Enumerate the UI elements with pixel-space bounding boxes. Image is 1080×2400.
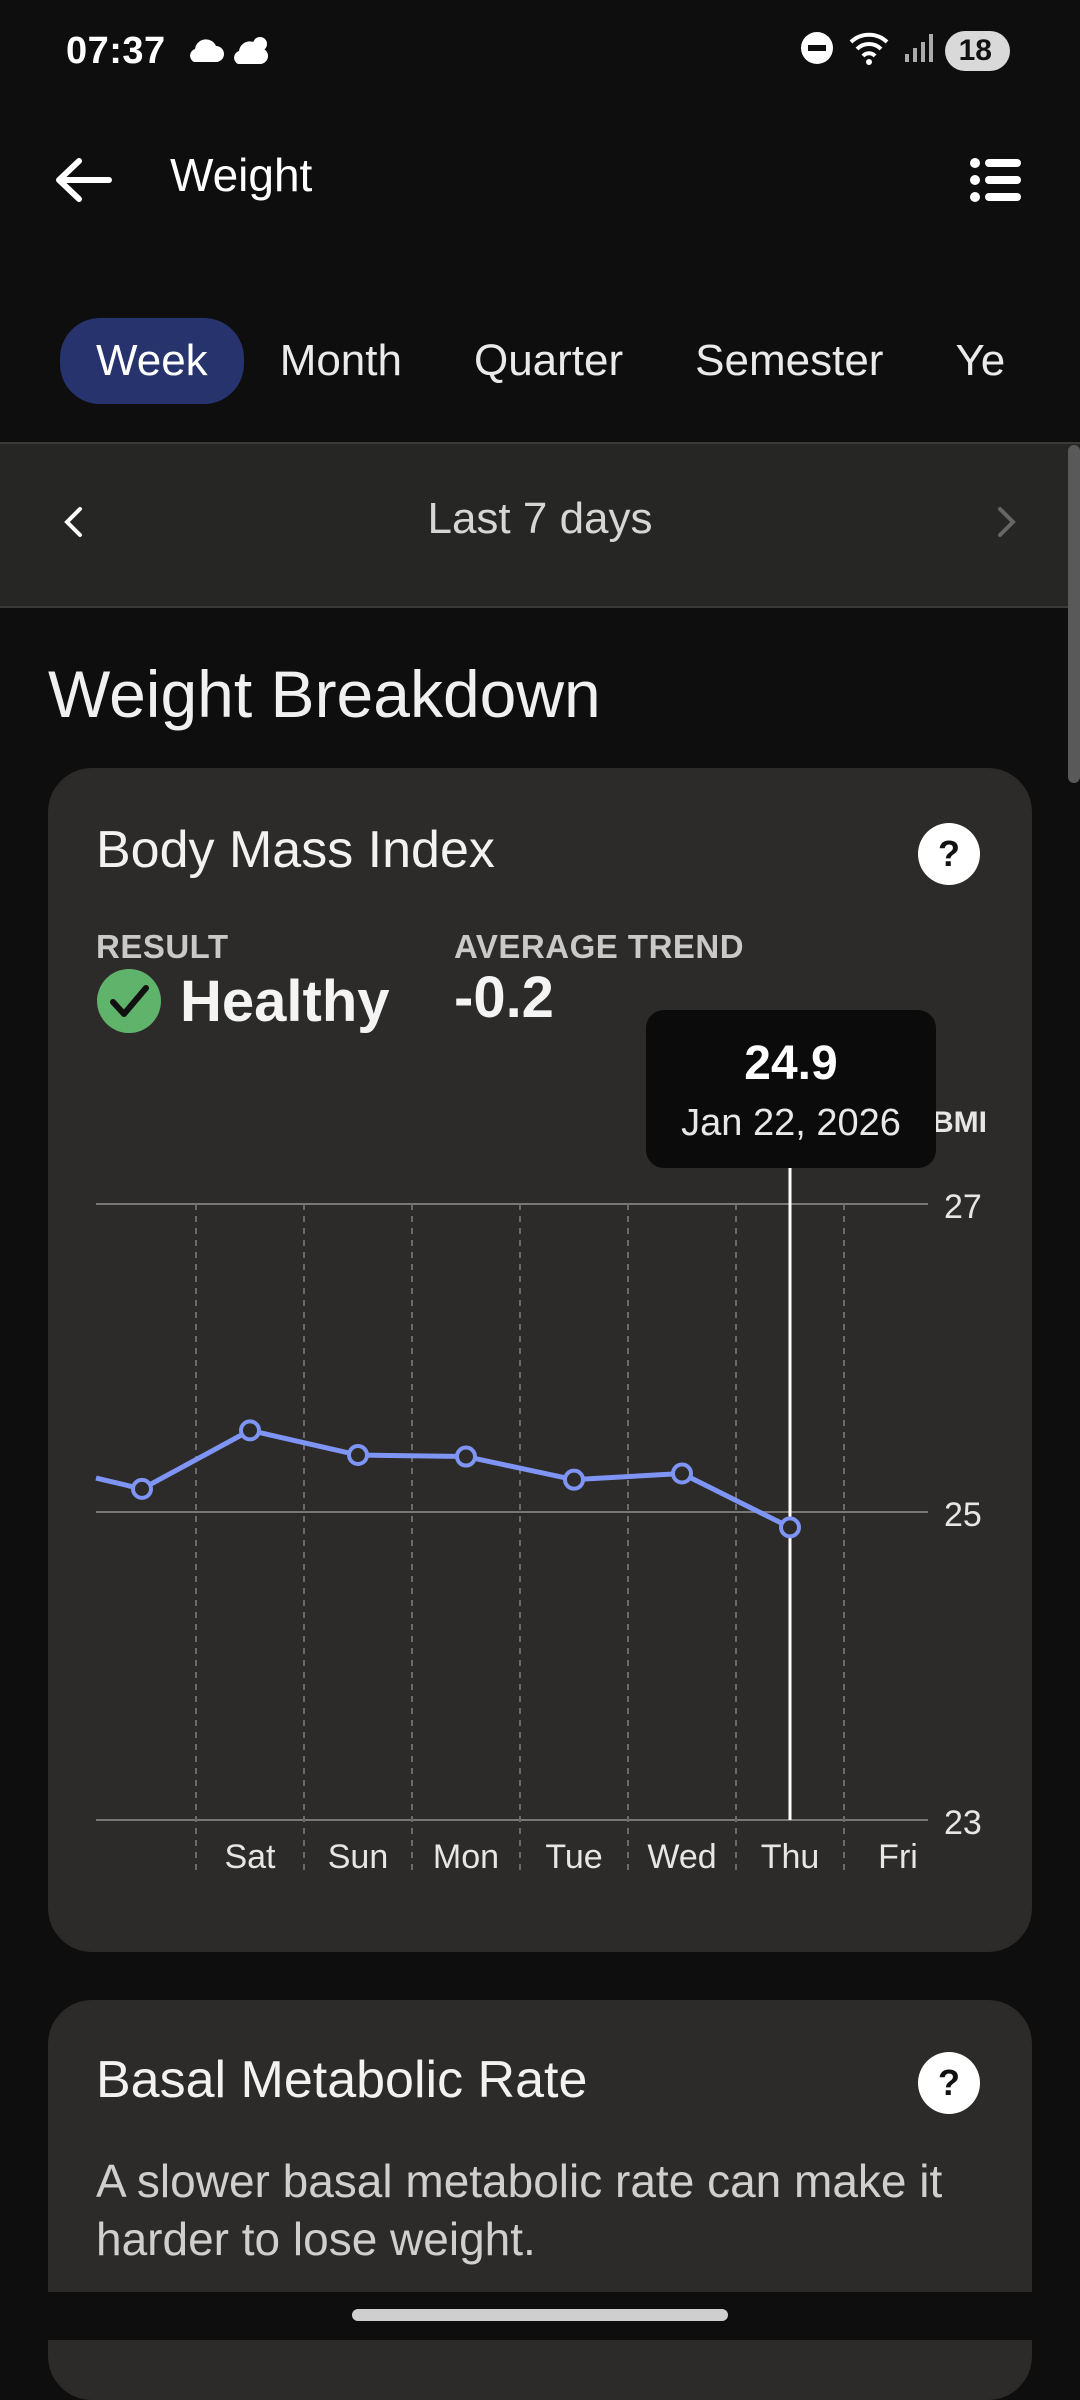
x-tick-label: Sun xyxy=(328,1838,389,1876)
list-menu-button[interactable] xyxy=(956,140,1036,220)
bmr-card-title: Basal Metabolic Rate xyxy=(96,2051,588,2109)
weather-icon xyxy=(232,34,272,71)
bmi-card: Body Mass Index ? RESULT Healthy AVERAGE… xyxy=(48,768,1032,1952)
period-navigator: Last 7 days xyxy=(0,442,1080,608)
bmi-data-point xyxy=(131,1477,153,1500)
bmi-data-point xyxy=(671,1462,693,1485)
trend-value: -0.2 xyxy=(454,965,554,1030)
battery-indicator: 18 xyxy=(944,30,1010,71)
question-icon: ? xyxy=(938,833,960,874)
x-tick-label: Thu xyxy=(761,1838,820,1876)
bmi-chart: 23 25 27 BMI Sat Sun Mon Tue Wed Thu Fri xyxy=(95,1106,987,1876)
home-indicator[interactable] xyxy=(352,2309,728,2321)
previous-period-button[interactable] xyxy=(48,492,98,552)
y-axis-label: BMI xyxy=(932,1106,987,1139)
signal-icon xyxy=(903,32,933,69)
bmi-help-button[interactable]: ? xyxy=(918,823,980,885)
tab-semester[interactable]: Semester xyxy=(695,336,884,385)
section-title: Weight Breakdown xyxy=(48,657,601,731)
result-label: RESULT xyxy=(96,928,229,965)
battery-level: 18 xyxy=(958,33,992,67)
bmi-data-point xyxy=(455,1445,477,1468)
period-tabs: Week Month Quarter Semester Ye xyxy=(60,318,1041,404)
bmi-data-point xyxy=(779,1516,801,1539)
x-tick-label: Wed xyxy=(647,1838,716,1876)
tooltip-value: 24.9 xyxy=(744,1037,838,1090)
bmi-data-point xyxy=(347,1444,369,1467)
wifi-icon xyxy=(847,30,891,71)
tab-year[interactable]: Ye xyxy=(955,336,1006,385)
chart-tooltip: 24.9 Jan 22, 2026 xyxy=(646,1010,936,1168)
tab-month[interactable]: Month xyxy=(279,336,402,385)
tab-week[interactable]: Week xyxy=(60,318,244,404)
next-period-button[interactable] xyxy=(982,492,1032,552)
dnd-icon xyxy=(799,30,835,71)
back-button[interactable] xyxy=(44,140,124,220)
x-tick-label: Fri xyxy=(878,1838,918,1876)
trend-label: AVERAGE TREND xyxy=(454,928,745,965)
result-value: Healthy xyxy=(180,969,390,1034)
x-tick-label: Mon xyxy=(433,1838,499,1876)
chevron-right-icon xyxy=(998,507,1016,537)
list-icon xyxy=(970,158,1021,202)
status-icons: 18 xyxy=(799,30,1010,71)
bmr-help-button[interactable]: ? xyxy=(918,2052,980,2114)
tab-quarter[interactable]: Quarter xyxy=(473,336,624,385)
arrow-left-icon xyxy=(56,158,112,202)
y-tick-label: 27 xyxy=(944,1188,982,1226)
bmi-data-point xyxy=(239,1419,261,1442)
scrollbar[interactable] xyxy=(1068,445,1080,783)
status-time: 07:37 xyxy=(66,30,166,72)
x-tick-label: Tue xyxy=(545,1838,602,1876)
y-tick-label: 23 xyxy=(944,1804,982,1842)
cloud-icon xyxy=(184,38,224,69)
bmr-description: A slower basal metabolic rate can make i… xyxy=(96,2155,943,2265)
question-icon: ? xyxy=(938,2062,960,2103)
chevron-left-icon xyxy=(64,507,82,537)
bmr-card: Basal Metabolic Rate ? A slower basal me… xyxy=(48,2000,1032,2400)
period-label: Last 7 days xyxy=(427,494,653,543)
check-circle-icon xyxy=(96,968,162,1039)
bmi-card-title: Body Mass Index xyxy=(96,821,495,879)
bmi-data-point xyxy=(563,1468,585,1491)
tooltip-date: Jan 22, 2026 xyxy=(681,1102,901,1144)
y-tick-label: 25 xyxy=(944,1496,982,1534)
x-tick-label: Sat xyxy=(224,1838,276,1876)
page-title: Weight xyxy=(170,149,313,201)
bmi-series-line xyxy=(95,1427,792,1530)
